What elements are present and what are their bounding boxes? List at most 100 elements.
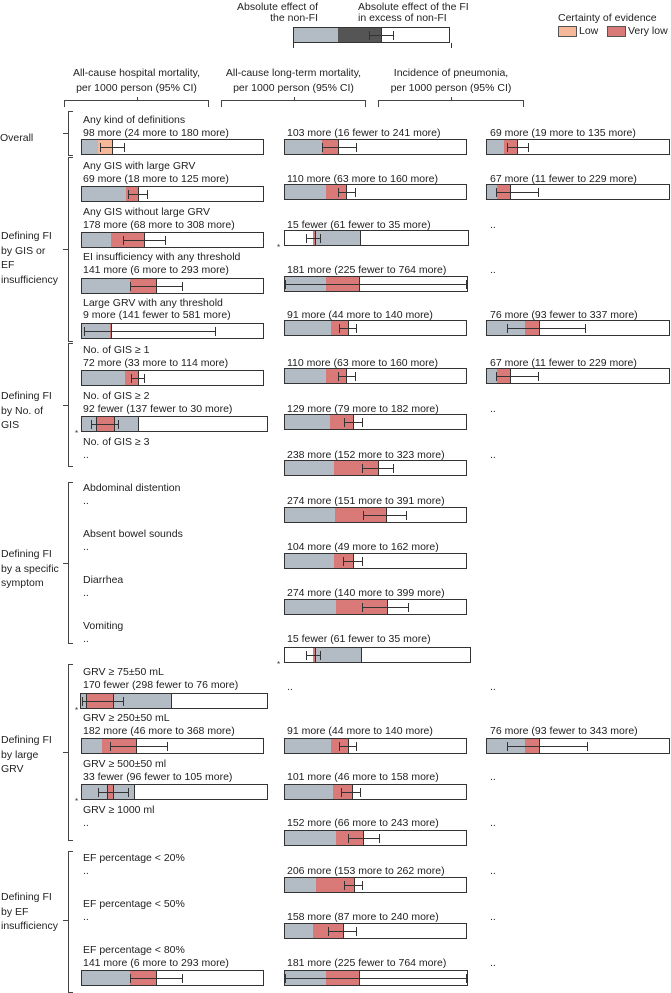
hosp-value: 9 more (141 fewer to 581 more)	[83, 309, 231, 321]
lt-bar	[284, 738, 467, 754]
hosp-bar	[80, 693, 268, 709]
hosp-value: 98 more (24 more to 180 more)	[83, 127, 229, 139]
pn-bar	[486, 139, 670, 155]
pn-value: ..	[490, 865, 496, 877]
row-name: GRV ≥ 1000 ml	[83, 804, 155, 816]
legend-example-bar	[293, 27, 450, 43]
hosp-value: 178 more (68 more to 308 more)	[83, 219, 235, 231]
pn-value: ..	[490, 957, 496, 969]
row-name: EF percentage < 80%	[83, 944, 185, 956]
hosp-value: 182 more (46 more to 368 more)	[83, 725, 235, 737]
pn-value: ..	[490, 403, 496, 415]
col-subtitle: per 1000 person (95% CI)	[76, 82, 197, 94]
lt-value: 206 more (153 more to 262 more)	[287, 865, 445, 877]
lt-bar	[284, 414, 467, 430]
pn-value: ..	[490, 449, 496, 461]
negative-marker: *	[75, 706, 79, 715]
hosp-value: 141 more (6 more to 293 more)	[83, 264, 229, 276]
row-name: EF percentage < 20%	[83, 852, 185, 864]
col-title: All-cause long-term mortality,	[225, 67, 362, 79]
certainty-low-label: Low	[579, 25, 599, 37]
hosp-bar	[81, 186, 264, 202]
hosp-bar	[81, 323, 264, 339]
pn-value: ..	[490, 264, 496, 276]
negative-marker: *	[75, 429, 79, 438]
very-low-swatch-icon	[607, 26, 626, 37]
hosp-bar	[81, 370, 264, 386]
lt-value: 101 more (46 more to 158 more)	[287, 771, 439, 783]
pn-value: 76 more (93 fewer to 337 more)	[490, 309, 638, 321]
row-name: Vomiting	[83, 620, 124, 632]
lt-bar	[284, 553, 467, 569]
lt-bar	[284, 830, 467, 846]
col-header-hospital: All-cause hospital mortality, per 1000 p…	[64, 66, 209, 96]
group-large-grv: Defining FI by large GRV	[1, 734, 52, 775]
low-swatch-icon	[558, 26, 577, 37]
pn-value: ..	[490, 219, 496, 231]
lt-value: 15 fewer (61 fewer to 35 more)	[287, 633, 431, 645]
col-subtitle: per 1000 person (95% CI)	[390, 82, 512, 94]
col-title: Incidence of pneumonia,	[393, 67, 509, 79]
hosp-value: 69 more (18 more to 125 more)	[83, 173, 229, 185]
hosp-value: 92 fewer (137 fewer to 30 more)	[83, 403, 233, 415]
col-header-pneumonia: Incidence of pneumonia, per 1000 person …	[378, 66, 524, 96]
pn-value: 69 more (19 more to 135 more)	[490, 127, 636, 139]
negative-marker: *	[75, 797, 79, 806]
row-name: No. of GIS ≥ 3	[83, 436, 150, 448]
group-ef-insufficiency: Defining FI by EF insufficiency	[1, 891, 59, 932]
col-subtitle: per 1000 person (95% CI)	[233, 82, 354, 94]
legend-excess-label: Absolute effect of the FI in excess of n…	[358, 1, 469, 24]
lt-value: 274 more (151 more to 391 more)	[287, 495, 445, 507]
row-name: Large GRV with any threshold	[83, 297, 223, 309]
lt-value: 91 more (44 more to 140 more)	[287, 309, 433, 321]
hosp-bar	[81, 416, 268, 432]
lt-bar	[284, 139, 467, 155]
lt-value: 110 more (63 more to 160 more)	[287, 357, 438, 369]
lt-bar	[284, 923, 467, 939]
group-gis-or-ef: Defining FI by GIS or EF insufficiency	[1, 230, 59, 286]
row-name: Any GIS with large GRV	[83, 160, 196, 172]
hosp-value: ..	[83, 865, 89, 877]
lt-bar	[284, 599, 467, 615]
lt-bar	[284, 970, 468, 986]
hosp-bar	[81, 970, 264, 986]
pn-value: 76 more (93 fewer to 343 more)	[490, 725, 638, 737]
lt-value: 129 more (79 more to 182 more)	[287, 403, 439, 415]
hosp-value: ..	[83, 911, 89, 923]
hosp-value: ..	[83, 817, 89, 829]
lt-value: 15 fewer (61 fewer to 35 more)	[287, 219, 431, 231]
hosp-value: 170 fewer (298 fewer to 76 more)	[83, 679, 239, 691]
hosp-value: ..	[83, 633, 89, 645]
row-name: No. of GIS ≥ 1	[83, 344, 150, 356]
hosp-value: 72 more (33 more to 114 more)	[83, 357, 229, 369]
pn-value: ..	[490, 911, 496, 923]
legend-nonfi-label: Absolute effect of the non-FI	[237, 1, 318, 24]
row-name: Any GIS without large GRV	[83, 206, 211, 218]
hosp-bar	[81, 232, 264, 248]
row-name: GRV ≥ 500±50 ml	[83, 758, 167, 770]
lt-value: 104 more (49 more to 162 more)	[287, 541, 439, 553]
hosp-bar	[81, 738, 264, 754]
lt-value: 158 more (87 more to 240 more)	[287, 911, 439, 923]
lt-value: 103 more (16 fewer to 241 more)	[287, 127, 441, 139]
pn-value: ..	[490, 771, 496, 783]
hosp-value: 33 fewer (96 fewer to 105 more)	[83, 771, 233, 783]
pn-value: 67 more (11 fewer to 229 more)	[490, 357, 637, 369]
pn-value: ..	[490, 817, 496, 829]
col-title: All-cause hospital mortality,	[72, 67, 201, 79]
hosp-value: ..	[83, 449, 89, 461]
group-overall: Overall	[0, 132, 34, 144]
negative-marker: *	[277, 243, 281, 252]
row-name: GRV ≥ 250±50 mL	[83, 712, 170, 724]
certainty-very-low-label: Very low	[628, 25, 668, 37]
hosp-value: ..	[83, 587, 89, 599]
lt-bar	[284, 460, 467, 476]
hosp-value: ..	[83, 541, 89, 553]
pn-bar	[486, 184, 670, 200]
pn-value: 67 more (11 fewer to 229 more)	[490, 173, 637, 185]
lt-value: 274 more (140 more to 399 more)	[287, 587, 445, 599]
lt-bar	[284, 784, 467, 800]
lt-value: 181 more (225 fewer to 764 more)	[287, 957, 447, 969]
row-name: EI insufficiency with any threshold	[83, 251, 241, 263]
lt-bar	[284, 507, 467, 523]
